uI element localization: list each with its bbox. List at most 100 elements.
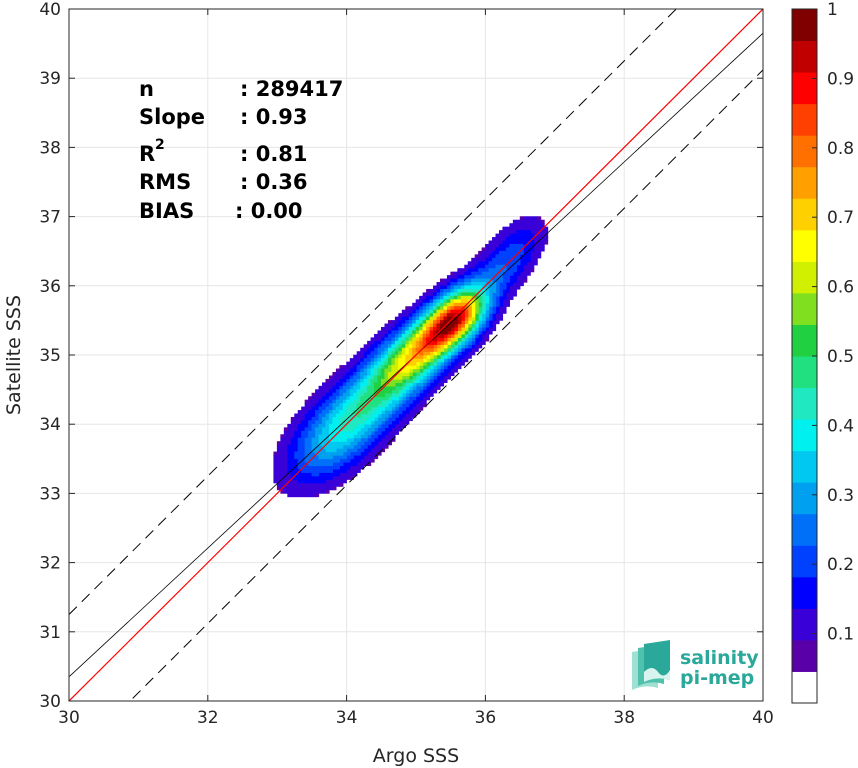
- density-cell: [512, 264, 517, 269]
- density-cell: [360, 392, 365, 397]
- density-cell: [412, 368, 417, 373]
- density-cell: [405, 410, 410, 415]
- density-cell: [370, 378, 375, 383]
- density-cell: [464, 299, 469, 304]
- density-cell: [315, 420, 320, 425]
- density-level-3: [287, 230, 535, 484]
- density-cell: [294, 458, 299, 463]
- density-cell: [374, 403, 379, 408]
- density-cell: [308, 486, 313, 491]
- density-cell: [363, 455, 368, 460]
- density-cell: [356, 448, 361, 453]
- density-cell: [363, 410, 368, 415]
- density-cell: [349, 392, 354, 397]
- density-cell: [276, 461, 281, 467]
- density-cell: [381, 365, 386, 370]
- density-cell: [363, 385, 368, 390]
- density-cell: [544, 240, 549, 245]
- density-cell: [526, 237, 531, 242]
- density-cell: [325, 385, 330, 390]
- density-cell: [287, 455, 292, 460]
- density-cell: [439, 309, 445, 314]
- density-cell: [446, 299, 451, 304]
- density-cell: [318, 399, 323, 404]
- density-cell: [446, 302, 451, 307]
- density-cell: [401, 320, 406, 325]
- density-cell: [474, 264, 479, 269]
- density-cell: [297, 472, 302, 477]
- density-cell: [346, 441, 351, 446]
- density-cell: [374, 378, 379, 383]
- density-cell: [453, 285, 458, 290]
- density-cell: [429, 375, 434, 380]
- density-cell: [387, 340, 393, 345]
- density-cell: [318, 389, 323, 394]
- density-cell: [367, 444, 372, 449]
- density-cell: [478, 275, 483, 280]
- density-cell: [360, 444, 365, 449]
- stat-n-label: n: [139, 77, 154, 101]
- density-cell: [488, 240, 493, 245]
- density-cell: [391, 423, 396, 428]
- density-cell: [481, 257, 486, 262]
- density-cell: [429, 382, 434, 387]
- density-cell: [492, 323, 497, 328]
- density-cell: [471, 320, 476, 325]
- density-cell: [325, 420, 330, 425]
- density-cell: [363, 372, 368, 377]
- density-cell: [335, 389, 340, 394]
- density-cell: [429, 306, 434, 311]
- density-cell: [304, 472, 309, 477]
- density-cell: [328, 444, 334, 449]
- density-cell: [335, 437, 340, 442]
- density-cell: [537, 233, 542, 238]
- density-cell: [426, 333, 431, 338]
- density-cell: [419, 382, 424, 387]
- density-cell: [308, 427, 313, 432]
- density-cell: [467, 316, 472, 321]
- density-cell: [415, 340, 420, 345]
- colorbar-segment: [792, 229, 817, 262]
- density-cell: [363, 430, 368, 435]
- density-cell: [433, 292, 438, 297]
- density-cell: [360, 375, 365, 380]
- density-cell: [339, 441, 344, 446]
- density-cell: [308, 472, 313, 477]
- density-cell: [523, 278, 528, 283]
- density-cell: [519, 237, 524, 242]
- density-cell: [405, 309, 410, 314]
- density-cell: [474, 288, 479, 294]
- density-cell: [325, 413, 330, 418]
- density-cell: [422, 372, 427, 377]
- density-cell: [374, 451, 379, 456]
- density-cell: [381, 351, 386, 356]
- density-cell: [415, 375, 420, 380]
- density-cell: [439, 316, 445, 321]
- density-cell: [419, 320, 424, 325]
- density-cell: [530, 233, 535, 238]
- density-cell: [439, 295, 445, 300]
- density-cell: [360, 423, 365, 428]
- density-cell: [502, 226, 507, 231]
- density-cell: [370, 372, 375, 377]
- density-cell: [481, 313, 486, 318]
- density-cell: [498, 285, 504, 290]
- density-cell: [446, 288, 451, 294]
- density-cell: [502, 257, 507, 262]
- density-cell: [533, 250, 538, 255]
- density-cell: [474, 330, 479, 335]
- density-cell: [335, 441, 340, 446]
- density-cell: [439, 375, 445, 380]
- density-cell: [492, 261, 497, 266]
- density-cell: [526, 247, 531, 252]
- density-cell: [457, 347, 462, 352]
- density-cell: [325, 444, 330, 449]
- density-cell: [356, 361, 361, 366]
- density-cell: [318, 444, 323, 449]
- density-cell: [471, 285, 476, 290]
- density-cell: [311, 493, 316, 498]
- density-cell: [457, 351, 462, 356]
- density-cell: [381, 358, 386, 363]
- density-cell: [315, 403, 320, 408]
- density-cell: [360, 461, 365, 467]
